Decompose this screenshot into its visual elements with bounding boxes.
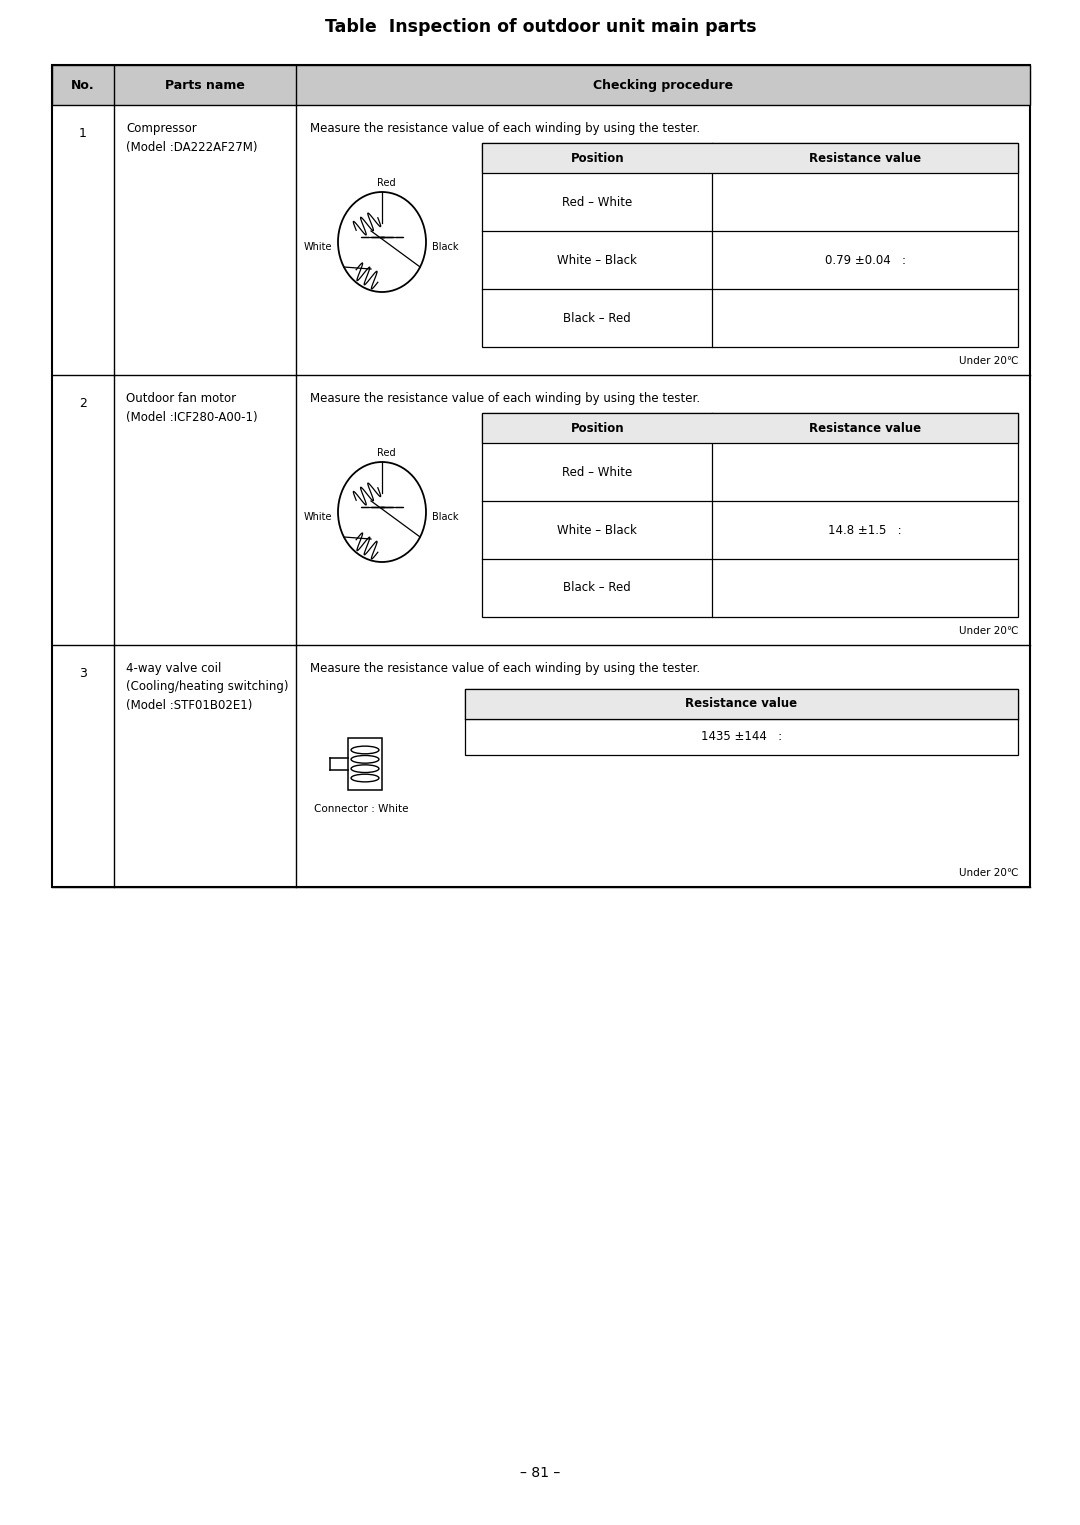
Text: Outdoor fan motor
(Model :ICF280-A00-1): Outdoor fan motor (Model :ICF280-A00-1) [126, 392, 258, 424]
Text: Under 20℃: Under 20℃ [959, 355, 1018, 366]
Text: 2: 2 [79, 396, 86, 410]
Bar [465, 689, 1018, 718]
Text: White: White [303, 242, 332, 252]
Text: White: White [303, 512, 332, 522]
Text: 0.79 ±0.04   :: 0.79 ±0.04 : [825, 253, 906, 267]
Text: Position: Position [570, 151, 624, 165]
Text: Red – White: Red – White [562, 195, 633, 209]
Text: Compressor
(Model :DA222AF27M): Compressor (Model :DA222AF27M) [126, 122, 257, 154]
Text: Under 20℃: Under 20℃ [959, 868, 1018, 878]
Text: Measure the resistance value of each winding by using the tester.: Measure the resistance value of each win… [310, 662, 700, 676]
Text: Resistance value: Resistance value [809, 421, 921, 435]
Text: No.: No. [71, 78, 95, 92]
Bar [482, 413, 1018, 442]
Text: 1: 1 [79, 127, 86, 140]
Text: Under 20℃: Under 20℃ [959, 625, 1018, 636]
Text: Red – White: Red – White [562, 465, 633, 479]
Text: Resistance value: Resistance value [809, 151, 921, 165]
Text: Position: Position [570, 421, 624, 435]
Bar [52, 66, 1030, 888]
Text: 14.8 ±1.5   :: 14.8 ±1.5 : [828, 523, 902, 537]
Bar [348, 738, 382, 790]
Text: Black – Red: Black – Red [564, 311, 631, 325]
Text: 4-way valve coil
(Cooling/heating switching)
(Model :STF01B02E1): 4-way valve coil (Cooling/heating switch… [126, 662, 288, 712]
Text: Measure the resistance value of each winding by using the tester.: Measure the resistance value of each win… [310, 122, 700, 136]
Text: Red: Red [377, 448, 395, 458]
Bar [482, 143, 1018, 172]
Text: 1435 ±144   :: 1435 ±144 : [701, 730, 782, 744]
Text: Black: Black [432, 512, 459, 522]
Text: Connector : White: Connector : White [314, 804, 408, 814]
Text: Checking procedure: Checking procedure [593, 78, 733, 92]
Bar [482, 413, 1018, 618]
Text: White – Black: White – Black [557, 523, 637, 537]
Bar [465, 689, 1018, 755]
Bar [52, 66, 1030, 105]
Text: Resistance value: Resistance value [686, 697, 797, 711]
Text: Table  Inspection of outdoor unit main parts: Table Inspection of outdoor unit main pa… [325, 18, 757, 37]
Text: Parts name: Parts name [165, 78, 245, 92]
Text: 3: 3 [79, 666, 86, 680]
Text: Red: Red [377, 178, 395, 188]
Text: Black: Black [432, 242, 459, 252]
Text: – 81 –: – 81 – [519, 1466, 561, 1479]
Text: Black – Red: Black – Red [564, 581, 631, 595]
Bar [482, 143, 1018, 348]
Text: White – Black: White – Black [557, 253, 637, 267]
Text: Measure the resistance value of each winding by using the tester.: Measure the resistance value of each win… [310, 392, 700, 406]
